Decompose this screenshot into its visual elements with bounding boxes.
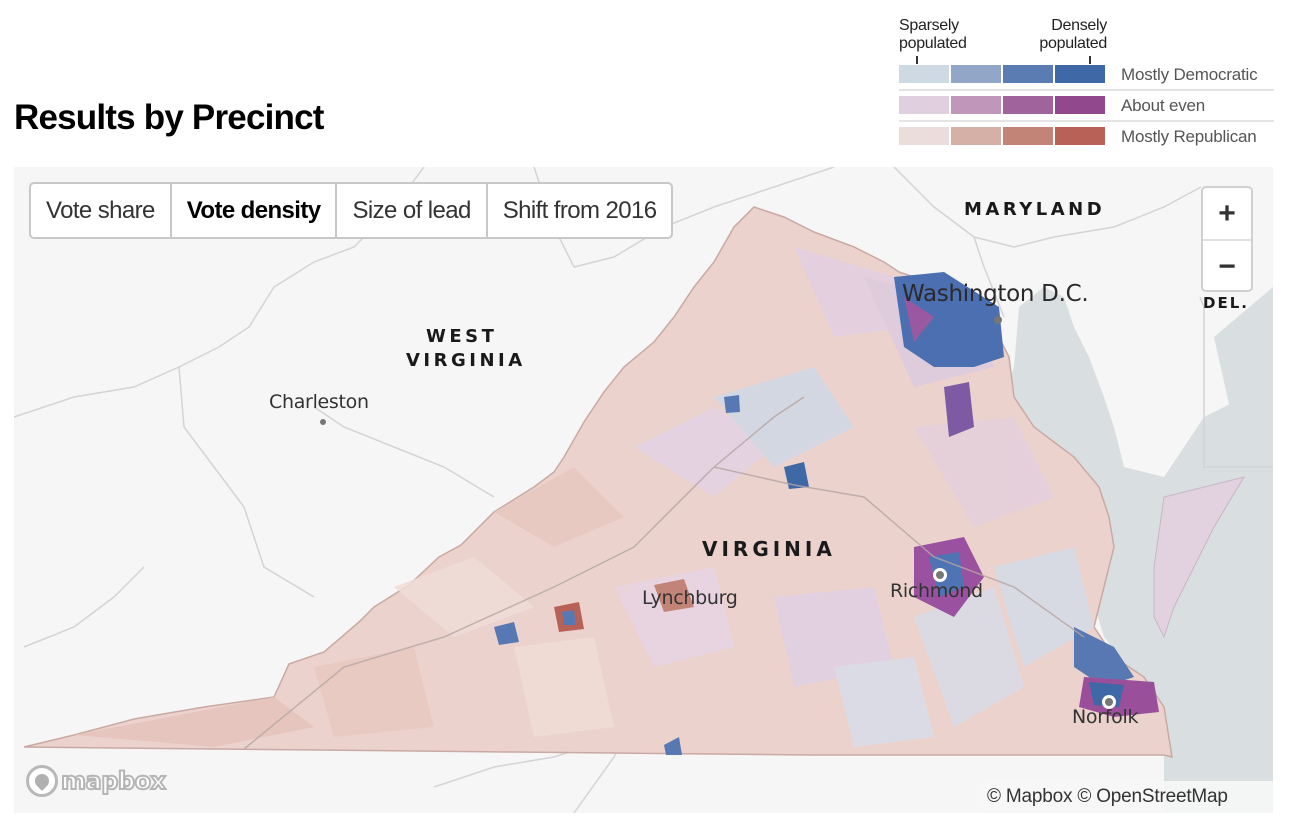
map-canvas[interactable] (14, 167, 1273, 813)
legend-caption-sparse: Sparsely populated (899, 17, 967, 52)
legend: Sparsely populated Densely populated Mostl… (899, 16, 1275, 156)
eastern-shore (1153, 476, 1246, 639)
mapbox-logo-icon (26, 765, 58, 797)
minus-icon: − (1218, 249, 1236, 283)
legend-row-democratic (899, 65, 1105, 83)
tab-vote-share[interactable]: Vote share (31, 184, 172, 237)
label-washington-dc: Washington D.C. (902, 281, 1089, 307)
legend-caption-dense: Densely populated (1039, 17, 1107, 52)
legend-swatch (1055, 65, 1105, 83)
legend-row-even (899, 96, 1105, 114)
legend-label-even: About even (1121, 96, 1206, 115)
zoom-controls: + − (1201, 186, 1253, 292)
washington-dc-marker (994, 316, 1002, 324)
label-charleston: Charleston (269, 391, 369, 413)
legend-swatch (899, 65, 949, 83)
legend-row-republican (899, 127, 1105, 145)
tab-shift-from-2016[interactable]: Shift from 2016 (502, 196, 657, 224)
label-richmond: Richmond (890, 580, 983, 602)
plus-icon: + (1218, 196, 1236, 230)
legend-swatch (951, 96, 1001, 114)
richmond-marker (936, 571, 944, 579)
precinct-map[interactable]: Vote share Vote density Size of lead Shi… (14, 167, 1273, 813)
legend-swatch (1055, 96, 1105, 114)
label-norfolk: Norfolk (1072, 706, 1139, 728)
mapbox-logo-text: mapbox (60, 766, 167, 796)
map-attribution[interactable]: © Mapbox © OpenStreetMap (979, 781, 1273, 813)
label-lynchburg: Lynchburg (642, 587, 738, 609)
legend-label-republican: Mostly Republican (1121, 127, 1257, 146)
label-maryland: MARYLAND (964, 199, 1106, 220)
mapbox-logo[interactable]: mapbox (26, 765, 167, 797)
map-mode-tabs: Vote share Vote density Size of lead Shi… (29, 182, 674, 239)
legend-swatch (951, 127, 1001, 145)
label-west-virginia-line1: WEST (426, 326, 498, 347)
legend-swatch (899, 96, 949, 114)
zoom-out-button[interactable]: − (1203, 239, 1251, 292)
legend-swatch (1003, 65, 1053, 83)
legend-divider (899, 89, 1274, 91)
legend-tick-sparse (916, 56, 918, 64)
atlantic-ocean (1214, 287, 1273, 467)
page-title: Results by Precinct (14, 98, 324, 137)
legend-swatch (899, 127, 949, 145)
legend-swatch (1055, 127, 1105, 145)
label-west-virginia-line2: VIRGINIA (406, 350, 526, 371)
legend-divider (899, 120, 1274, 122)
legend-swatch (1003, 127, 1053, 145)
legend-swatch (1003, 96, 1053, 114)
norfolk-marker (1105, 698, 1113, 706)
legend-swatch (951, 65, 1001, 83)
tab-size-of-lead[interactable]: Size of lead (337, 184, 488, 237)
zoom-in-button[interactable]: + (1203, 188, 1251, 239)
attribution-link[interactable]: © Mapbox © OpenStreetMap (987, 786, 1228, 807)
charleston-marker (320, 419, 326, 425)
legend-tick-dense (1089, 56, 1091, 64)
label-delaware: DEL. (1203, 294, 1249, 312)
tab-vote-density[interactable]: Vote density (172, 184, 338, 237)
label-virginia: VIRGINIA (702, 537, 836, 561)
legend-label-democratic: Mostly Democratic (1121, 65, 1258, 84)
